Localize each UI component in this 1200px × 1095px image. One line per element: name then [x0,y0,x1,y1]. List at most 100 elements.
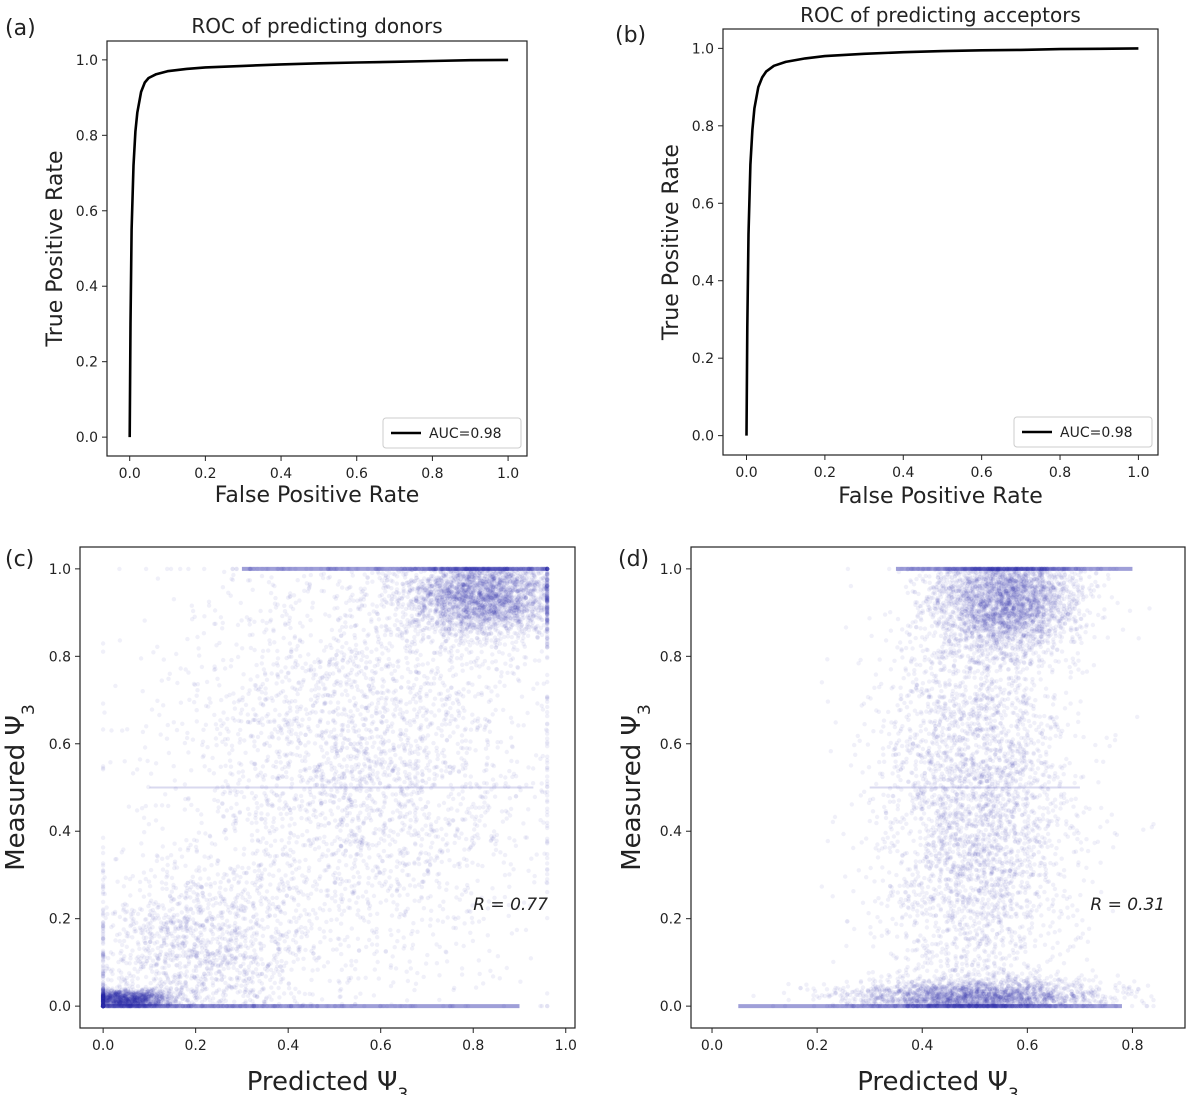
scatter-point [371,772,376,777]
scatter-point [188,930,194,936]
y-tick-label: 0.6 [76,204,98,220]
scatter-point [492,591,498,596]
scatter-point [141,923,146,928]
y-tick-label: 0.0 [692,429,714,445]
scatter-point [401,946,406,951]
scatter-point [545,841,550,846]
scatter-point [159,803,165,808]
scatter-point [404,851,409,856]
scatter-point [141,815,147,820]
scatter-point [398,802,404,807]
scatter-point [289,654,294,659]
scatter-point [544,727,549,732]
scatter-point [100,996,106,1002]
scatter-point [165,873,170,878]
scatter-point [219,723,224,728]
scatter-point [516,723,521,728]
scatter-point [270,974,275,980]
scatter-point [245,980,250,986]
scatter-point [423,736,428,741]
scatter-point [232,999,237,1004]
scatter-point [423,804,428,810]
scatter-point [209,929,214,934]
scatter-point [523,927,529,933]
scatter-point [277,806,282,811]
x-tick-label: 1.0 [1127,465,1149,481]
scatter-point [492,614,498,619]
scatter-point [481,916,486,922]
scatter-point [227,751,232,756]
x-tick-label: 0.8 [1049,465,1071,481]
y-tick-label: 0.2 [692,351,714,367]
scatter-point [282,844,288,850]
scatter-point [418,705,423,711]
scatter-point [250,838,255,843]
scatter-point [201,907,206,913]
scatter-point [118,992,124,998]
scatter-point [204,948,209,954]
scatter-point [486,685,491,690]
scatter-point [481,981,486,986]
scatter-point [496,577,501,582]
scatter-point [161,657,166,662]
scatter-point [514,597,520,602]
scatter-point [105,1003,110,1009]
scatter-point [227,976,233,981]
scatter-point [482,621,487,626]
scatter-point [227,943,232,948]
scatter-point [505,566,510,572]
scatter-point [467,781,473,786]
scatter-point [506,593,511,598]
plot-area [745,47,1139,436]
scatter-point [481,566,486,572]
scatter-point [195,807,200,813]
scatter-point [259,817,264,822]
scatter-point [282,911,288,916]
scatter-point [172,975,178,980]
scatter-point [332,606,337,611]
scatter-point [335,876,341,881]
scatter-point [494,594,499,599]
scatter-point [533,598,538,603]
scatter-point [461,597,466,602]
scatter-point [379,695,384,701]
scatter-point [526,580,531,585]
scatter-point [416,751,421,757]
scatter-point [440,593,445,598]
scatter-point [504,597,510,603]
scatter-point [487,948,492,954]
scatter-point [100,890,106,895]
scatter-point [437,566,442,572]
scatter-point [400,636,405,641]
scatter-point [113,992,118,998]
scatter-point [481,615,487,620]
scatter-point [190,874,195,879]
scatter-point [166,1003,171,1009]
scatter-point [202,1003,207,1009]
scatter-point [140,689,145,694]
scatter-point [378,812,383,817]
scatter-point [483,597,488,603]
scatter-point [439,697,444,702]
scatter-point [545,635,550,640]
scatter-point [389,913,395,918]
scatter-point [260,933,266,939]
scatter-point [281,635,286,641]
scatter-point [333,899,338,904]
scatter-point [385,726,390,732]
scatter-point [465,885,471,891]
scatter-point [422,605,427,610]
scatter-point [233,904,239,909]
scatter-point [353,959,359,964]
x-tick-label: 0.6 [346,466,368,482]
scatter-point [475,726,480,731]
scatter-point [390,810,396,815]
scatter-point [484,781,489,786]
scatter-point [228,1003,234,1009]
scatter-point [327,710,332,715]
scatter-point [211,903,216,908]
y-tick-label: 1.0 [692,41,714,57]
scatter-point [100,649,106,654]
scatter-point [390,729,396,734]
